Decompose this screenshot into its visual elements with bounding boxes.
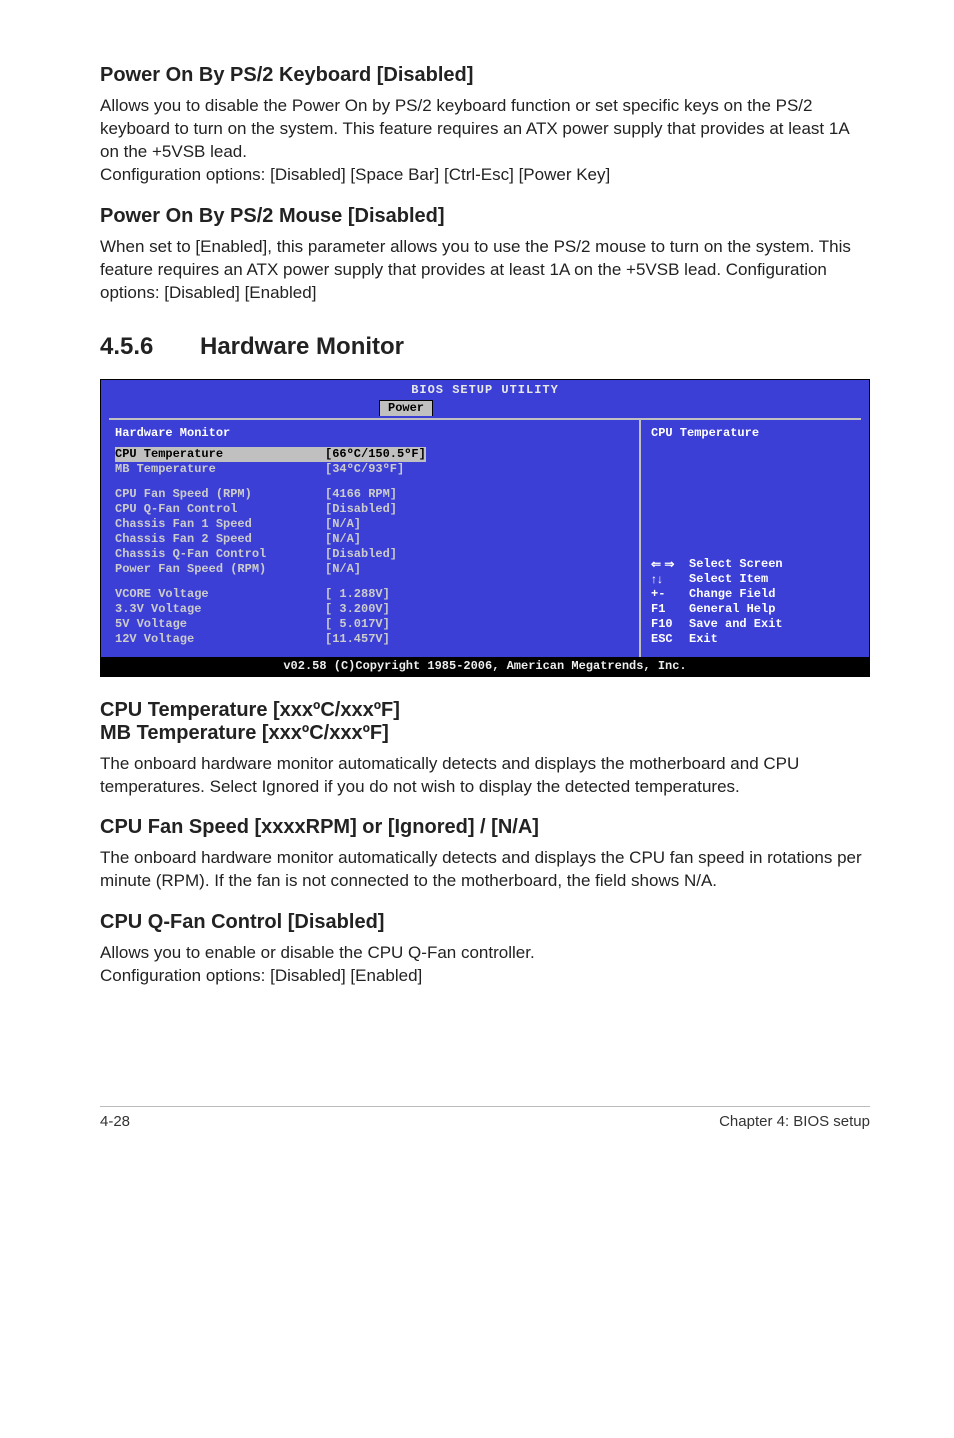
bios-row-label: Chassis Fan 1 Speed: [115, 517, 325, 532]
bios-row-value: [Disabled]: [325, 502, 397, 517]
bios-row-label: 3.3V Voltage: [115, 602, 325, 617]
bios-row-value: [ 5.017V]: [325, 617, 390, 632]
page-number: 4-28: [100, 1113, 130, 1130]
bios-screenshot: BIOS SETUP UTILITY Power Hardware Monito…: [100, 379, 870, 677]
bios-row-value: [N/A]: [325, 517, 361, 532]
bios-row-label: CPU Temperature: [115, 447, 325, 462]
bios-row-label: 12V Voltage: [115, 632, 325, 647]
bios-row[interactable]: VCORE Voltage[ 1.288V]: [115, 587, 629, 602]
bios-row[interactable]: CPU Temperature [66ºC/150.5ºF]: [115, 447, 629, 462]
bios-row[interactable]: Power Fan Speed (RPM)[N/A]: [115, 562, 629, 577]
bios-help-text: Select Item: [689, 572, 768, 587]
bios-row-value: [N/A]: [325, 562, 361, 577]
bios-row[interactable]: 5V Voltage[ 5.017V]: [115, 617, 629, 632]
bios-help-key: F1: [651, 602, 689, 617]
bios-row[interactable]: Chassis Fan 2 Speed[N/A]: [115, 532, 629, 547]
bios-row-value: [11.457V]: [325, 632, 390, 647]
bios-help-title: CPU Temperature: [651, 426, 861, 441]
bios-row-value: [Disabled]: [325, 547, 397, 562]
bios-panel-title: Hardware Monitor: [115, 426, 629, 441]
heading-cpu-mb-temperature: CPU Temperature [xxxºC/xxxºF] MB Tempera…: [100, 699, 870, 745]
para-power-on-keyboard: Allows you to disable the Power On by PS…: [100, 95, 870, 187]
bios-help-text: General Help: [689, 602, 775, 617]
bios-footer: v02.58 (C)Copyright 1985-2006, American …: [101, 657, 869, 676]
bios-help-key: ESC: [651, 632, 689, 647]
heading-power-on-keyboard: Power On By PS/2 Keyboard [Disabled]: [100, 64, 870, 87]
bios-row-value: [N/A]: [325, 532, 361, 547]
bios-row-value: [ 3.200V]: [325, 602, 390, 617]
bios-right-panel: CPU Temperature ⇐ ⇒Select Screen ↑↓Selec…: [639, 420, 869, 657]
bios-left-panel: Hardware Monitor CPU Temperature [66ºC/1…: [101, 420, 639, 657]
chapter-label: Chapter 4: BIOS setup: [719, 1113, 870, 1130]
bios-help-text: Save and Exit: [689, 617, 783, 632]
bios-row[interactable]: 3.3V Voltage[ 3.200V]: [115, 602, 629, 617]
bios-row[interactable]: Chassis Q-Fan Control[Disabled]: [115, 547, 629, 562]
bios-row-value: [66ºC/150.5ºF]: [325, 447, 426, 462]
bios-help-key: +-: [651, 587, 689, 602]
bios-row[interactable]: MB Temperature [34ºC/93ºF]: [115, 462, 629, 477]
heading-cpu-fan-speed: CPU Fan Speed [xxxxRPM] or [Ignored] / […: [100, 816, 870, 839]
arrow-up-down-icon: ↑↓: [651, 572, 689, 587]
bios-row-label: Chassis Fan 2 Speed: [115, 532, 325, 547]
bios-row-label: VCORE Voltage: [115, 587, 325, 602]
bios-row[interactable]: Chassis Fan 1 Speed[N/A]: [115, 517, 629, 532]
bios-row[interactable]: CPU Fan Speed (RPM)[4166 RPM]: [115, 487, 629, 502]
bios-help-key: F10: [651, 617, 689, 632]
heading-hardware-monitor: 4.5.6Hardware Monitor: [100, 333, 870, 361]
bios-row-label: Chassis Q-Fan Control: [115, 547, 325, 562]
bios-row[interactable]: CPU Q-Fan Control[Disabled]: [115, 502, 629, 517]
section-title: Hardware Monitor: [200, 333, 404, 360]
bios-row-value: [34ºC/93ºF]: [325, 462, 404, 477]
bios-row-label: Power Fan Speed (RPM): [115, 562, 325, 577]
bios-help-text: Change Field: [689, 587, 775, 602]
para-power-on-mouse: When set to [Enabled], this parameter al…: [100, 236, 870, 305]
bios-title: BIOS SETUP UTILITY: [101, 380, 869, 400]
arrow-left-right-icon: ⇐ ⇒: [651, 557, 689, 572]
bios-row-label: 5V Voltage: [115, 617, 325, 632]
bios-row-label: CPU Fan Speed (RPM): [115, 487, 325, 502]
heading-cpu-qfan-control: CPU Q-Fan Control [Disabled]: [100, 911, 870, 934]
bios-help-block: ⇐ ⇒Select Screen ↑↓Select Item +-Change …: [651, 557, 861, 647]
bios-row-label: MB Temperature: [115, 462, 325, 477]
para-cpu-fan-speed: The onboard hardware monitor automatical…: [100, 847, 870, 893]
para-cpu-mb-temperature: The onboard hardware monitor automatical…: [100, 753, 870, 799]
page-footer: 4-28 Chapter 4: BIOS setup: [100, 1106, 870, 1130]
bios-row-value: [ 1.288V]: [325, 587, 390, 602]
bios-help-text: Select Screen: [689, 557, 783, 572]
bios-help-text: Exit: [689, 632, 718, 647]
bios-tabbar: Power: [109, 400, 861, 418]
bios-row-label: CPU Q-Fan Control: [115, 502, 325, 517]
heading-power-on-mouse: Power On By PS/2 Mouse [Disabled]: [100, 205, 870, 228]
bios-tab-power[interactable]: Power: [379, 400, 433, 416]
bios-row[interactable]: 12V Voltage[11.457V]: [115, 632, 629, 647]
section-number: 4.5.6: [100, 333, 200, 361]
bios-row-value: [4166 RPM]: [325, 487, 397, 502]
para-cpu-qfan-control: Allows you to enable or disable the CPU …: [100, 942, 870, 988]
